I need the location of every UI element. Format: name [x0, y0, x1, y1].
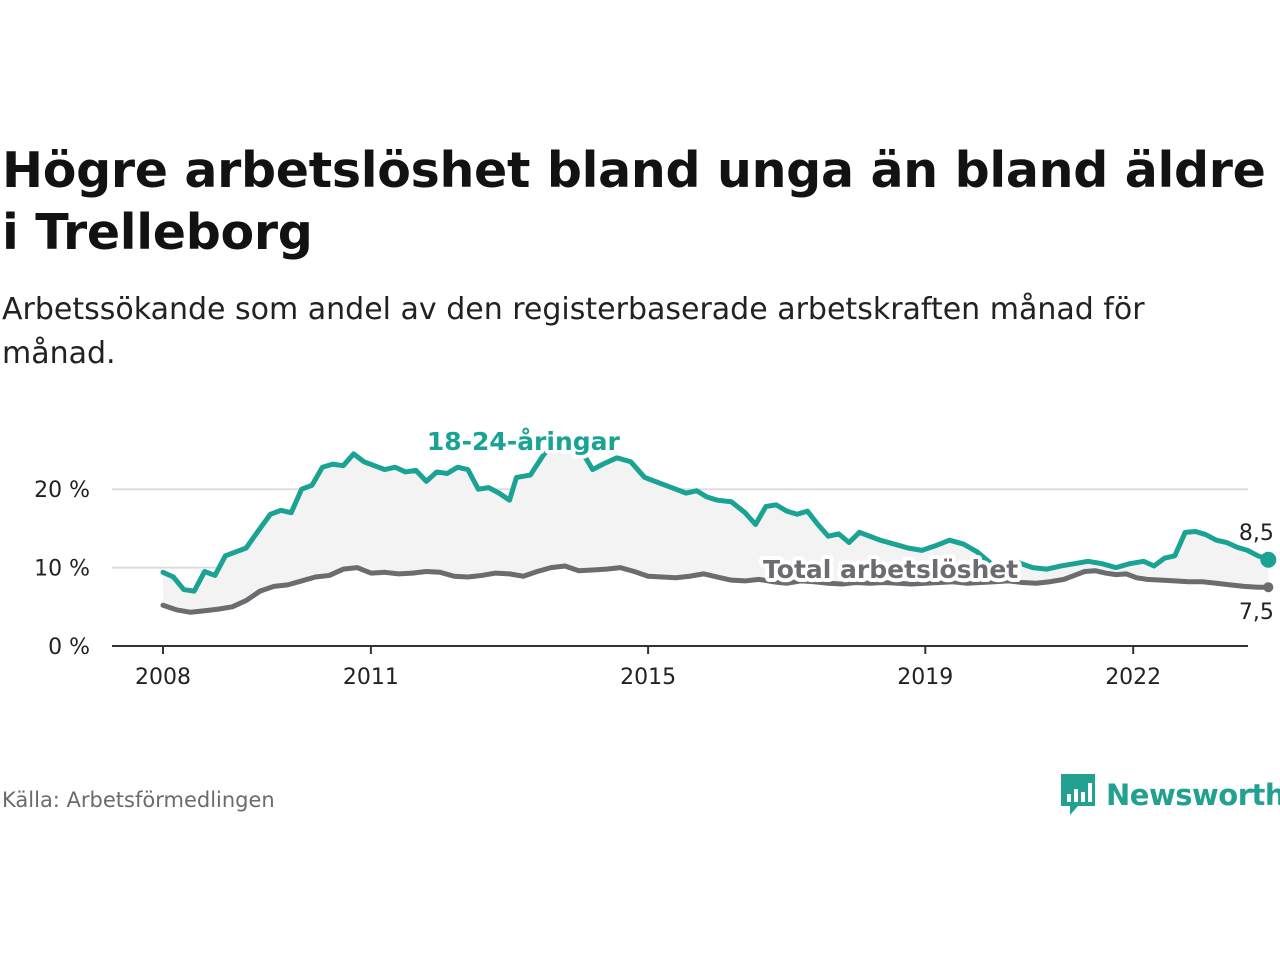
youth-end-label: 8,5 % — [1239, 521, 1280, 546]
total-series-line — [160, 563, 1271, 615]
series-lines — [160, 439, 1271, 615]
x-tick-label: 2008 — [135, 665, 191, 690]
source-note: Källa: Arbetsförmedlingen — [2, 788, 275, 812]
total-series-label: Total arbetslöshet — [763, 555, 1018, 584]
youth-end-point — [1260, 551, 1277, 568]
line-chart: 0 % 10 % 20 % 2008 2011 2015 2019 2022 8,5 % 7,5… — [34, 423, 1280, 690]
y-tick-label: 20 % — [34, 478, 90, 503]
series-label-halo: Total arbetslöshet — [763, 555, 1018, 584]
total-end-label: 7,5 % — [1239, 600, 1280, 625]
gap-band-area — [163, 442, 1269, 612]
x-tick-label: 2011 — [343, 665, 399, 690]
axes: 0 % 10 % 20 % 2008 2011 2015 2019 2022 — [34, 478, 1248, 690]
youth-series-line — [160, 439, 1271, 594]
labels: 8,5 %7,5 %18-24-åringar18-24-åringarTota… — [423, 423, 1280, 625]
gap-band — [163, 442, 1269, 612]
x-tick-label: 2015 — [620, 665, 676, 690]
brand-name: Newsworthy — [1106, 778, 1280, 812]
y-tick-label: 0 % — [48, 635, 90, 660]
newsworthy-logo-icon — [1061, 774, 1095, 815]
series-label-halo: 18-24-åringar — [427, 427, 621, 456]
youth-series-label: 18-24-åringar — [427, 427, 621, 456]
x-tick-label: 2022 — [1105, 665, 1161, 690]
total-end-point — [1263, 582, 1274, 593]
brand-logo: Newsworthy — [1058, 772, 1280, 818]
x-tick-label: 2019 — [897, 665, 953, 690]
y-tick-label: 10 % — [34, 557, 90, 582]
chart-subtitle: Arbetssökande som andel av den registerb… — [2, 292, 1145, 371]
chart-title: Högre arbetslöshet bland unga än bland ä… — [2, 142, 1266, 261]
